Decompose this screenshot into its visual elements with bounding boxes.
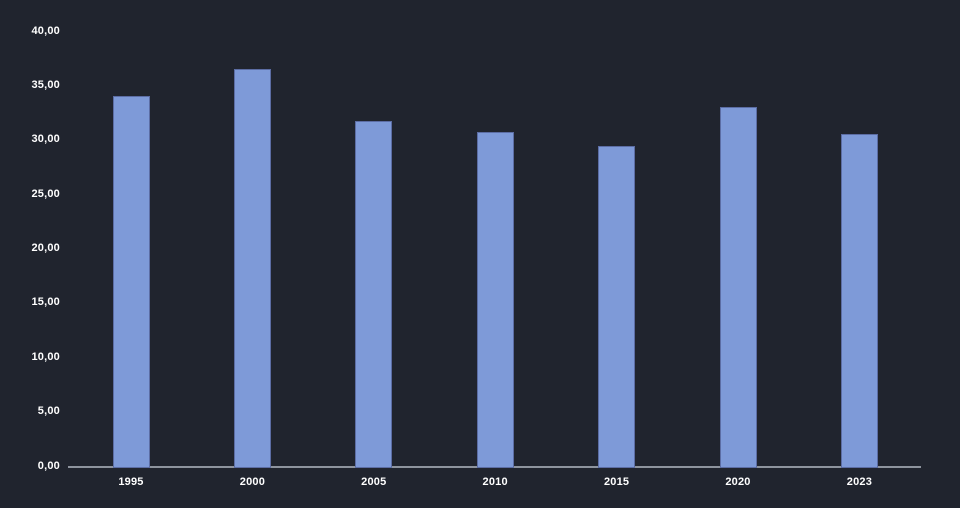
x-axis-category-label: 2020 bbox=[725, 476, 751, 488]
y-axis-tick-label: 5,00 bbox=[37, 405, 60, 418]
y-axis-tick-label: 10,00 bbox=[31, 350, 60, 363]
y-axis-tick-label: 15,00 bbox=[31, 296, 60, 309]
y-axis-tick-label: 40,00 bbox=[31, 24, 60, 37]
x-axis-category-label: 2023 bbox=[846, 476, 873, 488]
x-axis-category-label: 2000 bbox=[239, 476, 266, 488]
bar-2020 bbox=[719, 107, 757, 468]
bar-2000 bbox=[233, 69, 271, 468]
x-axis-category-label: 2015 bbox=[603, 476, 630, 488]
bar-1995 bbox=[112, 96, 150, 468]
y-axis-tick-label: 0,00 bbox=[37, 459, 60, 472]
bar-2005 bbox=[355, 121, 393, 468]
x-axis-category-label: 2010 bbox=[482, 476, 508, 488]
x-axis-category-label: 2005 bbox=[361, 476, 387, 488]
y-axis-tick-label: 35,00 bbox=[31, 78, 60, 91]
y-axis-tick-label: 20,00 bbox=[31, 242, 60, 254]
bar-2010 bbox=[476, 132, 514, 468]
bar-2023 bbox=[840, 134, 878, 468]
y-axis-tick-label: 30,00 bbox=[31, 133, 60, 146]
bar-2015 bbox=[598, 146, 636, 468]
x-axis-category-label: 1995 bbox=[118, 476, 144, 488]
y-axis-tick-label: 25,00 bbox=[31, 187, 60, 200]
